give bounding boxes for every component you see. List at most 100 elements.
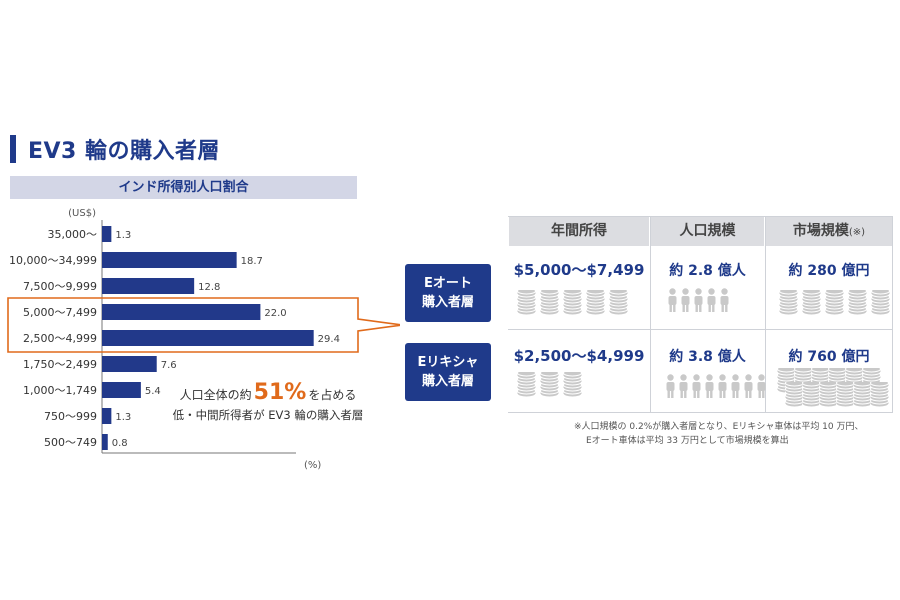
e-rickshaw-market: 約 760 億円 — [788, 349, 870, 365]
person-icon — [681, 288, 690, 312]
row-label-e-auto-line1: Eオート — [424, 276, 472, 291]
category-label: 35,000〜 — [48, 228, 98, 241]
coin-stack-icon — [609, 290, 628, 316]
person-icon — [757, 374, 766, 398]
coin-stack-icon — [785, 382, 804, 408]
annotation-prefix: 人口全体の約 — [180, 387, 252, 402]
table-col-divider-2 — [765, 216, 766, 412]
bar — [102, 330, 314, 346]
coin-stack-icon — [779, 290, 798, 316]
coin-stack-icon — [517, 290, 536, 316]
coin-stack-icon — [836, 382, 855, 408]
category-label: 1,750〜2,499 — [23, 358, 97, 371]
chart-title: インド所得別人口割合 — [10, 176, 357, 199]
table-top-line — [508, 216, 893, 217]
table-mid-line — [508, 329, 893, 330]
e-auto-income: $5,000〜$7,499 — [513, 261, 645, 279]
person-icon — [731, 374, 740, 398]
bar — [102, 226, 112, 242]
table-col-divider-1 — [650, 216, 651, 412]
e-rickshaw-population-person-icons — [666, 374, 766, 398]
coin-stack-icon — [825, 290, 844, 316]
footnote-line2: Eオート車体は平均 33 万円として市場規模を算出 — [586, 436, 789, 446]
person-icon — [668, 288, 677, 312]
bar-value-label: 12.8 — [198, 282, 220, 293]
highlight-callout-box — [7, 297, 400, 353]
header-market-size: 市場規模(※) — [766, 217, 892, 246]
e-auto-income-coin-icons — [517, 290, 628, 316]
coin-stack-icon — [586, 290, 605, 316]
person-icon — [679, 374, 688, 398]
bar-value-label: 7.6 — [161, 360, 177, 371]
coin-stack-icon — [870, 382, 889, 408]
bar — [102, 252, 237, 268]
coin-stack-icon — [540, 290, 559, 316]
person-icon — [744, 374, 753, 398]
annotation-suffix: を占める — [308, 387, 356, 402]
person-icon — [707, 288, 716, 312]
e-auto-market: 約 280 億円 — [788, 263, 870, 279]
bar-value-label: 1.3 — [115, 412, 131, 423]
footnote-line1: ※人口規模の 0.2%が購入者層となり、Eリキシャ車体は平均 10 万円、 — [574, 422, 864, 432]
coin-stack-icon — [563, 290, 582, 316]
category-label: 10,000〜34,999 — [9, 254, 97, 267]
table-col-divider-3 — [892, 216, 893, 412]
coin-stack-icon — [848, 290, 867, 316]
annotation-line1: 人口全体の約51% を占める — [180, 380, 357, 405]
e-rickshaw-population: 約 3.8 億人 — [669, 349, 746, 365]
category-label: 7,500〜9,999 — [23, 280, 97, 293]
bar-value-label: 0.8 — [112, 438, 128, 449]
category-label: 1,000〜1,749 — [23, 384, 97, 397]
person-icon — [705, 374, 714, 398]
bar-value-label: 29.4 — [318, 334, 340, 345]
category-label: 750〜999 — [44, 410, 97, 423]
annotation-line2: 低・中間所得者が EV3 輪の購入者層 — [173, 408, 364, 422]
annotation-highlight-value: 51% — [254, 380, 307, 405]
coin-stack-icon — [819, 382, 838, 408]
person-icon — [694, 288, 703, 312]
bar — [102, 382, 141, 398]
row-label-e-rickshaw-line1: Eリキシャ — [417, 355, 479, 370]
bar-value-label: 18.7 — [241, 256, 263, 267]
person-icon — [666, 374, 675, 398]
bar-value-label: 1.3 — [115, 230, 131, 241]
category-label: 5,000〜7,499 — [23, 306, 97, 319]
table-bottom-line — [508, 412, 893, 413]
row-label-e-auto: Eオート 購入者層 — [405, 264, 491, 322]
bar — [102, 304, 261, 320]
person-icon — [692, 374, 701, 398]
person-icon — [718, 374, 727, 398]
income-bar-chart: (US$) 35,000〜 1.3 10,000〜34,999 18.7 7,500〜9,… — [7, 208, 400, 470]
coin-stack-icon — [563, 372, 582, 398]
bar — [102, 278, 195, 294]
bar-value-label: 22.0 — [264, 308, 286, 319]
row-label-e-rickshaw-line2: 購入者層 — [421, 374, 474, 389]
person-icon — [720, 288, 729, 312]
coin-stack-icon — [802, 382, 821, 408]
category-label: 500〜749 — [44, 436, 97, 449]
row-label-e-auto-line2: 購入者層 — [421, 295, 474, 310]
bar — [102, 408, 112, 424]
header-annual-income: 年間所得 — [509, 217, 649, 246]
coin-stack-icon — [802, 290, 821, 316]
bar — [102, 356, 157, 372]
e-rickshaw-market-coin-icons — [777, 368, 889, 410]
page-title: EV3 輪の購入者層 — [28, 139, 221, 164]
coin-stack-icon — [540, 372, 559, 398]
coin-stack-icon — [871, 290, 890, 316]
e-rickshaw-income: $2,500〜$4,999 — [513, 347, 645, 365]
bar-value-label: 5.4 — [145, 386, 161, 397]
y-axis-unit-label: (US$) — [68, 208, 96, 219]
title-accent-bar — [10, 135, 16, 163]
row-label-e-rickshaw: Eリキシャ 購入者層 — [405, 343, 491, 401]
title-block: EV3 輪の購入者層 — [10, 135, 221, 164]
bar — [102, 434, 108, 450]
e-auto-population-person-icons — [668, 288, 729, 312]
e-auto-population: 約 2.8 億人 — [669, 263, 746, 279]
coin-stack-icon — [517, 372, 536, 398]
header-market-size-note: (※) — [848, 227, 866, 238]
header-population: 人口規模 — [651, 217, 764, 246]
x-axis-label: (%) — [304, 460, 321, 470]
header-market-size-label: 市場規模 — [792, 223, 849, 239]
e-rickshaw-income-coin-icons — [517, 372, 582, 398]
